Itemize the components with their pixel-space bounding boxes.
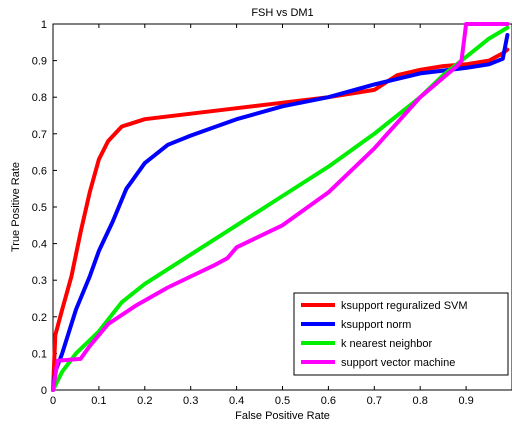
x-tick-label: 0.3 (183, 395, 198, 407)
y-tick-label: 1 (41, 19, 47, 31)
chart-title: FSH vs DM1 (251, 7, 313, 19)
x-tick-label: 0.4 (229, 395, 244, 407)
x-tick-label: 0.8 (413, 395, 428, 407)
x-tick-label: 0.9 (458, 395, 473, 407)
legend-label: ksupport norm (341, 319, 411, 331)
y-tick-label: 0.7 (32, 129, 47, 141)
series-line-1 (51, 33, 510, 392)
legend: ksupport reguralized SVM ksupport norm k n… (293, 292, 509, 376)
y-tick-label: 0.4 (32, 239, 47, 251)
legend-label: support vector machine (341, 357, 455, 369)
x-tick-label: 0.5 (275, 395, 290, 407)
x-tick-label: 0.7 (367, 395, 382, 407)
x-tick-label: 0.2 (137, 395, 152, 407)
y-tick-label: 0.8 (32, 92, 47, 104)
y-tick-label: 0 (41, 385, 47, 397)
legend-label: k nearest neighbor (341, 338, 432, 350)
y-tick-label: 0.1 (32, 348, 47, 360)
y-axis-ticks: 0 0.1 0.2 0.3 0.4 0.5 0.6 0.7 0.8 0.9 1 (32, 19, 57, 397)
x-tick-label: 0 (50, 395, 56, 407)
series-line-3 (51, 22, 510, 392)
y-tick-label: 0.5 (32, 202, 47, 214)
x-axis-label: False Positive Rate (235, 410, 330, 422)
y-tick-label: 0.9 (32, 56, 47, 68)
x-axis-ticks: 0 0.1 0.2 0.3 0.4 0.5 0.6 0.7 0.8 0.9 (50, 24, 474, 407)
y-tick-label: 0.2 (32, 312, 47, 324)
y-tick-label: 0.3 (32, 275, 47, 287)
x-tick-label: 0.1 (91, 395, 106, 407)
y-tick-label: 0.6 (32, 165, 47, 177)
series-layer (51, 22, 510, 392)
y-axis-label: True Positive Rate (10, 162, 22, 252)
legend-label: ksupport reguralized SVM (341, 300, 468, 312)
x-tick-label: 0.6 (321, 395, 336, 407)
